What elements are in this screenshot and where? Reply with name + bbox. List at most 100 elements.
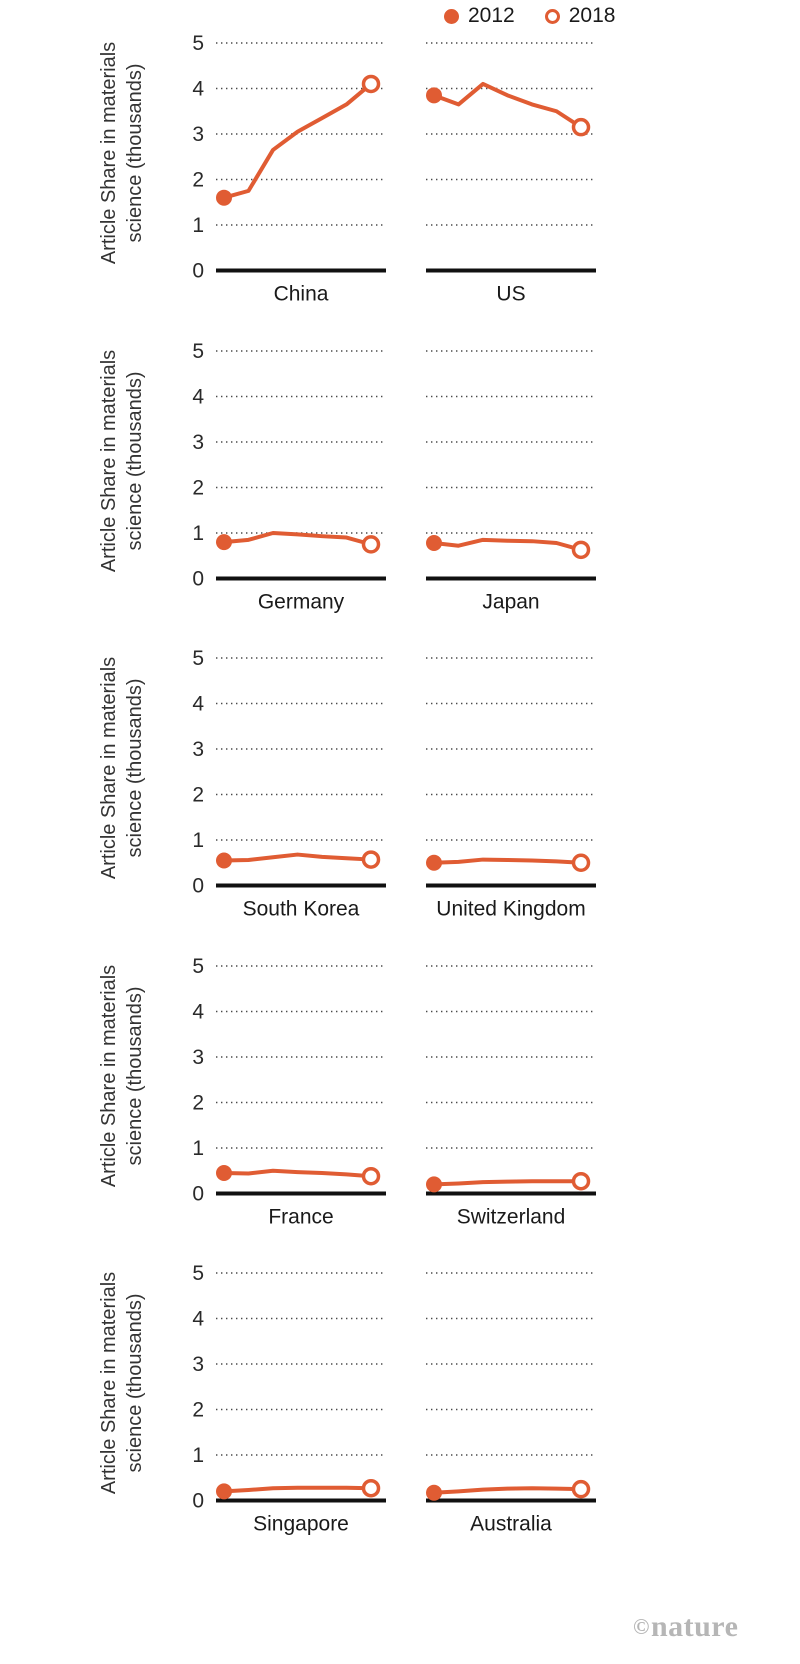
y-tick-label: 2	[192, 784, 204, 807]
chart-panel-south-korea: 0 1 2 3 4 5 South Korea	[192, 647, 386, 921]
data-line	[432, 81, 583, 130]
data-line	[432, 1178, 583, 1186]
y-tick-label: 3	[192, 1353, 204, 1376]
panel-container-left: 0 1 2 3 4 5 Germany	[178, 340, 390, 622]
open-circle-icon	[544, 8, 560, 24]
legend-item-2018: 2018	[544, 4, 616, 28]
y-tick-label: 2	[192, 476, 204, 499]
marker-2012	[426, 854, 442, 871]
chart-panel-united-kingdom: United Kingdom	[426, 657, 596, 921]
y-tick-label: 1	[192, 1444, 204, 1467]
y-tick-label: 4	[192, 693, 204, 716]
filled-dot-icon	[444, 8, 459, 24]
panel-container-left: 0 1 2 3 4 5 China	[178, 32, 390, 314]
legend-label-2018: 2018	[568, 4, 616, 27]
country-label: Germany	[258, 590, 345, 613]
y-tick-label: 3	[192, 738, 204, 761]
marker-2012	[426, 534, 442, 551]
marker-2018	[571, 853, 591, 872]
y-tick-label: 4	[192, 78, 204, 101]
y-tick-label: 0	[192, 1490, 204, 1513]
y-axis-label-text: Article Share in materials science (thou…	[98, 349, 146, 572]
y-tick-label: 2	[192, 169, 204, 192]
marker-2012	[216, 852, 232, 869]
y-tick-label: 3	[192, 1046, 204, 1069]
marker-2018	[571, 540, 591, 559]
data-line	[222, 530, 373, 546]
legend-label-2012: 2012	[468, 4, 515, 27]
y-tick-label: 0	[192, 260, 204, 283]
marker-2012	[216, 1483, 232, 1500]
data-line	[432, 1486, 583, 1495]
country-label: Switzerland	[457, 1205, 566, 1228]
legend-item-2012: 2012	[444, 4, 515, 28]
data-line	[432, 857, 583, 865]
chart-legend: 2012 2018	[444, 4, 615, 28]
copyright-symbol: ©	[633, 1614, 650, 1639]
chart-panel-germany: 0 1 2 3 4 5 Germany	[192, 340, 386, 613]
nature-wordmark: nature	[650, 1610, 739, 1643]
marker-2012	[426, 87, 442, 104]
panel-container-left: 0 1 2 3 4 5 Singapore	[178, 1262, 390, 1544]
y-tick-label: 3	[192, 431, 204, 454]
y-tick-label: 5	[192, 956, 204, 978]
y-tick-label: 5	[192, 1263, 204, 1285]
marker-2012	[216, 189, 232, 206]
y-tick-label: 1	[192, 1137, 204, 1160]
panel-container-right: Switzerland	[420, 956, 602, 1237]
y-tick-label: 4	[192, 385, 204, 408]
y-axis-label-text: Article Share in materials science (thou…	[98, 41, 146, 265]
panel-container-left: 0 1 2 3 4 5 France	[178, 955, 390, 1237]
country-label: US	[496, 283, 525, 306]
y-tick-label: 1	[192, 829, 204, 852]
marker-2018	[361, 74, 381, 94]
y-tick-label: 2	[192, 1399, 204, 1422]
y-tick-label: 1	[192, 214, 204, 237]
y-axis-label-text: Article Share in materials science (thou…	[98, 656, 146, 880]
chart-row-1: Article Share in materials science (thou…	[0, 32, 800, 335]
y-tick-label: 0	[192, 567, 204, 590]
country-label: Japan	[482, 590, 539, 613]
country-label: South Korea	[243, 898, 360, 921]
marker-2018	[361, 1478, 381, 1498]
chart-panel-japan: Japan	[426, 349, 596, 613]
y-axis-label: Article Share in materials science (thou…	[96, 33, 170, 273]
data-line	[222, 1485, 373, 1494]
y-axis-label: Article Share in materials science (thou…	[96, 341, 170, 581]
country-label: China	[274, 283, 329, 306]
y-axis-label: Article Share in materials science (thou…	[96, 1263, 170, 1503]
y-tick-label: 5	[192, 341, 204, 363]
chart-panel-china: 0 1 2 3 4 5 China	[192, 32, 386, 306]
panel-container-right: Australia	[420, 1263, 602, 1544]
marker-2018	[571, 1171, 591, 1190]
chart-row-4: Article Share in materials science (thou…	[0, 955, 800, 1258]
data-line	[432, 537, 583, 552]
marker-2018	[361, 1166, 381, 1185]
marker-2018	[361, 534, 381, 554]
chart-row-2: Article Share in materials science (thou…	[0, 340, 800, 643]
y-axis-label: Article Share in materials science (thou…	[96, 648, 170, 888]
chart-panel-switzerland: Switzerland	[426, 964, 596, 1228]
y-tick-label: 2	[192, 1091, 204, 1114]
chart-row-3: Article Share in materials science (thou…	[0, 647, 800, 950]
marker-2012	[216, 533, 232, 550]
country-label: United Kingdom	[436, 898, 585, 921]
country-label: Singapore	[253, 1513, 349, 1536]
y-axis-label: Article Share in materials science (thou…	[96, 956, 170, 1196]
marker-2018	[361, 850, 381, 869]
y-tick-label: 5	[192, 648, 204, 670]
country-label: Australia	[470, 1513, 552, 1536]
y-axis-label-text: Article Share in materials science (thou…	[98, 1271, 146, 1495]
y-tick-label: 5	[192, 33, 204, 55]
y-axis-label-text: Article Share in materials science (thou…	[98, 964, 146, 1187]
panel-container-left: 0 1 2 3 4 5 South Korea	[178, 647, 390, 929]
chart-panel-australia: Australia	[426, 1272, 596, 1536]
marker-2012	[216, 1164, 232, 1181]
data-line	[222, 852, 373, 863]
chart-panel-france: 0 1 2 3 4 5 France	[192, 955, 386, 1228]
country-label: France	[268, 1205, 333, 1228]
marker-2018	[571, 1479, 591, 1499]
chart-panel-singapore: 0 1 2 3 4 5 Singapore	[192, 1262, 386, 1536]
panel-container-right: US	[420, 33, 602, 314]
